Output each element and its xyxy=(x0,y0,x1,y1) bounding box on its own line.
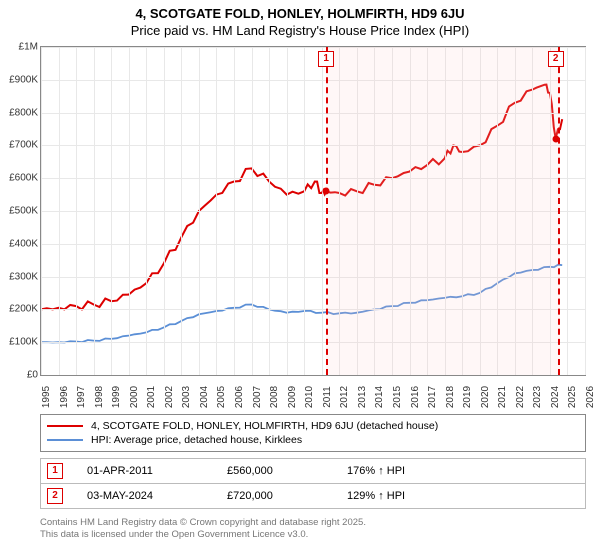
gridline-v xyxy=(164,47,165,375)
gridline-v xyxy=(76,47,77,375)
x-axis-label: 2018 xyxy=(445,386,456,408)
sale-point-dot xyxy=(552,135,559,142)
x-axis-label: 2002 xyxy=(164,386,175,408)
x-axis-label: 1996 xyxy=(59,386,70,408)
y-axis-label: £600K xyxy=(9,173,41,184)
gridline-v xyxy=(59,47,60,375)
x-axis-label: 2020 xyxy=(480,386,491,408)
gridline-v xyxy=(322,47,323,375)
x-axis-label: 2003 xyxy=(181,386,192,408)
gridline-v xyxy=(287,47,288,375)
x-axis-label: 2014 xyxy=(374,386,385,408)
x-axis-label: 2025 xyxy=(567,386,578,408)
sale-price: £560,000 xyxy=(227,465,347,477)
y-axis-label: £500K xyxy=(9,206,41,217)
y-axis-label: £700K xyxy=(9,140,41,151)
x-axis-label: 2023 xyxy=(532,386,543,408)
y-axis-label: £400K xyxy=(9,238,41,249)
sale-price: £720,000 xyxy=(227,490,347,502)
sale-row: 1 01-APR-2011£560,000176% ↑ HPI xyxy=(41,458,585,483)
legend: 4, SCOTGATE FOLD, HONLEY, HOLMFIRTH, HD9… xyxy=(40,414,586,452)
sale-row: 2 03-MAY-2024£720,000129% ↑ HPI xyxy=(41,483,585,508)
plot-area: £0£100K£200K£300K£400K£500K£600K£700K£80… xyxy=(40,46,586,376)
y-axis-label: £300K xyxy=(9,271,41,282)
gridline-v xyxy=(199,47,200,375)
x-axis-label: 2007 xyxy=(252,386,263,408)
x-axis-label: 1997 xyxy=(76,386,87,408)
x-axis-label: 1998 xyxy=(94,386,105,408)
gridline-v xyxy=(94,47,95,375)
legend-label: HPI: Average price, detached house, Kirk… xyxy=(91,434,302,446)
y-axis-label: £200K xyxy=(9,304,41,315)
y-axis-label: £900K xyxy=(9,74,41,85)
chart-container: 4, SCOTGATE FOLD, HONLEY, HOLMFIRTH, HD9… xyxy=(0,0,600,542)
x-axis-label: 2024 xyxy=(550,386,561,408)
sale-date: 01-APR-2011 xyxy=(87,465,227,477)
x-axis-label: 2005 xyxy=(216,386,227,408)
footer-line-2: This data is licensed under the Open Gov… xyxy=(40,529,586,541)
legend-swatch xyxy=(47,439,83,441)
x-axis-label: 2000 xyxy=(129,386,140,408)
x-axis-label: 1995 xyxy=(41,386,52,408)
x-axis-label: 2008 xyxy=(269,386,280,408)
gridline-v xyxy=(304,47,305,375)
x-axis-label: 2013 xyxy=(357,386,368,408)
x-axis-label: 2010 xyxy=(304,386,315,408)
sale-pct: 176% ↑ HPI xyxy=(347,465,579,477)
y-axis-label: £100K xyxy=(9,337,41,348)
title-line-1: 4, SCOTGATE FOLD, HONLEY, HOLMFIRTH, HD9… xyxy=(0,6,600,21)
gridline-v xyxy=(269,47,270,375)
sale-marker-box: 2 xyxy=(548,51,564,67)
y-axis-label: £0 xyxy=(27,370,41,381)
chart-titles: 4, SCOTGATE FOLD, HONLEY, HOLMFIRTH, HD9… xyxy=(0,0,600,38)
x-axis-label: 2017 xyxy=(427,386,438,408)
ownership-period-shade xyxy=(326,47,560,375)
x-axis-label: 2011 xyxy=(322,386,333,408)
sale-row-marker: 1 xyxy=(47,463,63,479)
gridline-v xyxy=(41,47,42,375)
x-axis-label: 1999 xyxy=(111,386,122,408)
legend-swatch xyxy=(47,425,83,427)
title-line-2: Price paid vs. HM Land Registry's House … xyxy=(0,23,600,38)
gridline-v xyxy=(252,47,253,375)
gridline-v xyxy=(111,47,112,375)
sales-table: 1 01-APR-2011£560,000176% ↑ HPI 2 03-MAY-20… xyxy=(40,458,586,509)
plot-wrap: £0£100K£200K£300K£400K£500K£600K£700K£80… xyxy=(40,46,586,406)
gridline-v xyxy=(181,47,182,375)
sale-marker-box: 1 xyxy=(318,51,334,67)
gridline-v xyxy=(129,47,130,375)
gridline-v xyxy=(146,47,147,375)
gridline-v xyxy=(216,47,217,375)
footer-line-1: Contains HM Land Registry data © Crown c… xyxy=(40,517,586,529)
x-axis-label: 2021 xyxy=(497,386,508,408)
legend-row: 4, SCOTGATE FOLD, HONLEY, HOLMFIRTH, HD9… xyxy=(47,419,579,433)
x-axis-label: 2012 xyxy=(339,386,350,408)
x-axis-label: 2019 xyxy=(462,386,473,408)
x-axis-label: 2022 xyxy=(515,386,526,408)
sale-date: 03-MAY-2024 xyxy=(87,490,227,502)
x-axis-label: 2001 xyxy=(146,386,157,408)
y-axis-label: £1M xyxy=(19,42,41,53)
legend-label: 4, SCOTGATE FOLD, HONLEY, HOLMFIRTH, HD9… xyxy=(91,420,438,432)
legend-row: HPI: Average price, detached house, Kirk… xyxy=(47,433,579,447)
y-axis-label: £800K xyxy=(9,107,41,118)
x-axis-label: 2015 xyxy=(392,386,403,408)
x-axis-label: 2006 xyxy=(234,386,245,408)
x-axis-label: 2016 xyxy=(410,386,421,408)
sale-row-marker: 2 xyxy=(47,488,63,504)
x-axis-label: 2009 xyxy=(287,386,298,408)
gridline-v xyxy=(567,47,568,375)
x-axis-label: 2004 xyxy=(199,386,210,408)
x-axis-label: 2026 xyxy=(585,386,596,408)
sale-point-dot xyxy=(323,188,330,195)
attribution-footer: Contains HM Land Registry data © Crown c… xyxy=(40,517,586,542)
gridline-v xyxy=(585,47,586,375)
sale-pct: 129% ↑ HPI xyxy=(347,490,579,502)
gridline-v xyxy=(234,47,235,375)
